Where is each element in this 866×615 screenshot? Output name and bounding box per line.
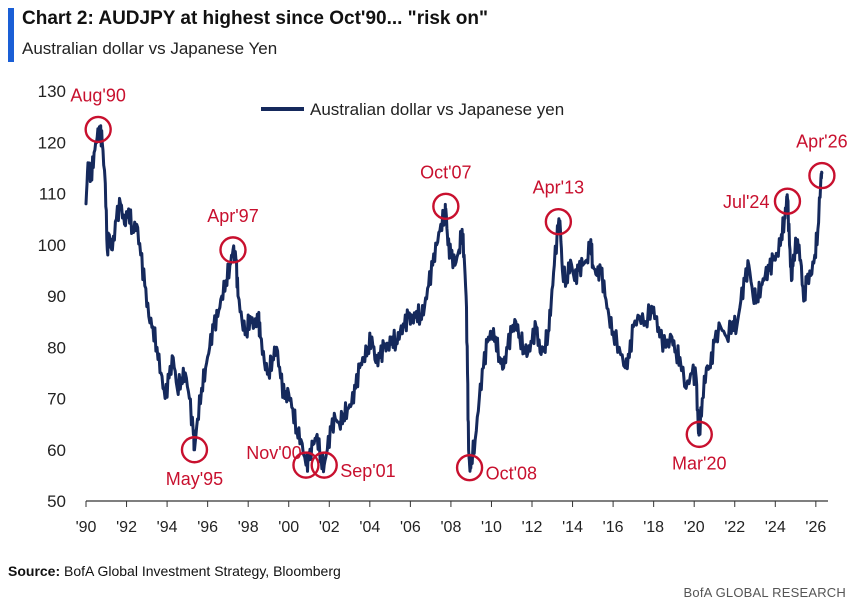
- annotation-circle: [808, 161, 836, 190]
- annotation-label: Mar'20: [672, 453, 726, 473]
- x-tick-label: '02: [319, 519, 340, 536]
- x-tick-label: '98: [238, 519, 259, 536]
- x-tick-label: '20: [684, 519, 705, 536]
- x-tick-label: '04: [359, 519, 380, 536]
- annotation-label: May'95: [166, 469, 223, 489]
- annotation-label: Apr'13: [533, 178, 584, 198]
- accent-bar: [8, 8, 14, 62]
- annotation-label: Apr'97: [207, 206, 258, 226]
- x-tick-label: '22: [724, 519, 745, 536]
- legend-label: Australian dollar vs Japanese yen: [310, 100, 564, 119]
- source-label: Source:: [8, 563, 61, 579]
- annotation-label: Sep'01: [340, 461, 396, 481]
- annotation-label: Jul'24: [723, 192, 769, 212]
- chart-subtitle: Australian dollar vs Japanese Yen: [22, 39, 278, 58]
- annotation-circle: [180, 436, 209, 464]
- x-tick-label: '00: [278, 519, 299, 536]
- annotation-label: Oct'07: [420, 162, 471, 182]
- annotation-circle: [310, 451, 338, 479]
- x-tick-label: '10: [481, 519, 502, 536]
- annotation-circle: [544, 207, 573, 236]
- y-tick-label: 120: [38, 133, 66, 152]
- source-note: Source: BofA Global Investment Strategy,…: [8, 563, 341, 579]
- annotation-label: Aug'90: [70, 85, 126, 105]
- annotation-circle: [84, 115, 112, 144]
- series-layer: [84, 124, 824, 474]
- legend: Australian dollar vs Japanese yen: [261, 100, 564, 119]
- annotation-circle: [292, 451, 320, 479]
- y-tick-label: 50: [47, 492, 66, 511]
- x-tick-label: '92: [116, 519, 137, 536]
- axes: 50 60 70 80 90 100 110 120 130 '90 '92 '94 '96 '98 '00…: [38, 82, 828, 536]
- brand-label: BofA GLOBAL RESEARCH: [683, 585, 846, 600]
- x-tick-label: '18: [643, 519, 664, 536]
- x-tick-label: '94: [157, 519, 178, 536]
- source-text: BofA Global Investment Strategy, Bloombe…: [64, 563, 341, 579]
- x-tick-label: '24: [765, 519, 786, 536]
- y-tick-label: 100: [38, 236, 66, 255]
- x-tick-label: '14: [562, 519, 583, 536]
- annotation-circle: [455, 453, 484, 482]
- y-tick-label: 110: [39, 185, 66, 204]
- annotation-label: Nov'00: [246, 443, 301, 463]
- chart-title: Chart 2: AUDJPY at highest since Oct'90.…: [22, 8, 489, 29]
- x-tick-label: '26: [805, 519, 826, 536]
- y-tick-label: 130: [38, 82, 66, 101]
- x-tick-label: '12: [522, 519, 543, 536]
- x-tick-label: '90: [76, 519, 97, 536]
- y-tick-label: 90: [47, 287, 66, 306]
- x-tick-label: '06: [400, 519, 421, 536]
- x-tick-label: '16: [603, 519, 624, 536]
- annotation-label: Oct'08: [486, 464, 537, 484]
- x-tick-label: '08: [440, 519, 461, 536]
- annotation-circle: [685, 420, 713, 449]
- annotation-circle: [773, 187, 802, 215]
- annotation-label: Apr'26: [796, 132, 847, 152]
- annotation-layer: Aug'90 May'95 Apr'97 Nov'00 Sep'01 Oct'07 Oct'…: [70, 85, 847, 488]
- x-tick-label: '96: [197, 519, 218, 536]
- series-line: [84, 124, 824, 474]
- y-tick-label: 80: [47, 338, 66, 357]
- annotation-circle: [432, 192, 460, 221]
- y-tick-label: 60: [47, 441, 66, 460]
- annotation-circle: [219, 236, 247, 264]
- y-tick-label: 70: [47, 390, 66, 409]
